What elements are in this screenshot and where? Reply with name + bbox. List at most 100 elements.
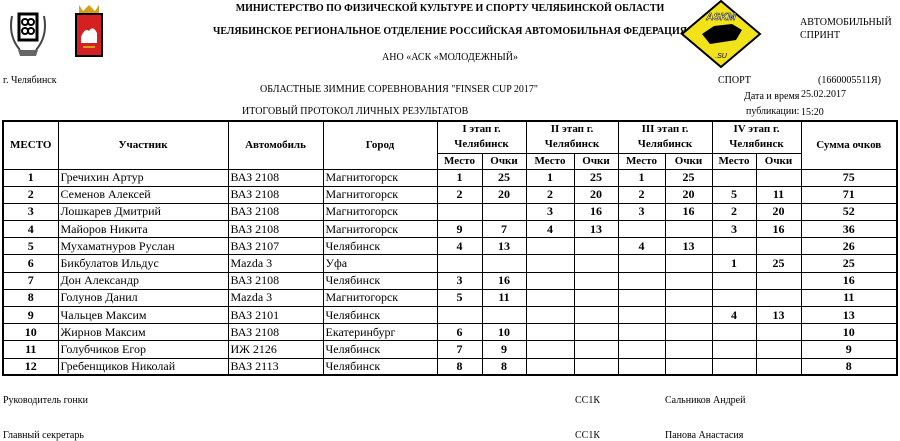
table-row: 7 Дон Александр ВАЗ 2108 Челябинск 3 16 16 [2,271,898,290]
stage-points-cell: 20 [664,185,713,204]
table-row: 4 Майоров Никита ВАЗ 2108 Магнитогорск 9 7 4 13… [2,220,898,239]
stage-points-cell [664,305,713,325]
header-participant: Участник [57,120,229,170]
askm-logo: ASKM .SU [680,0,762,69]
chelyabinsk-coat-of-arms [73,3,105,59]
header-stage-1: I этап г. Челябинск [436,120,527,154]
stage-points-cell: 13 [755,305,802,325]
place-cell: 7 [2,271,59,290]
table-row: 11 Голубчиков Егор ИЖ 2126 Челябинск 7 9 9 [2,340,898,359]
stage-place-cell [436,254,483,273]
footer-role: Руководитель гонки [3,395,88,406]
stage-place-cell: 5 [436,288,483,308]
stage-place-cell [617,305,666,325]
place-cell: 4 [2,220,59,239]
header-stage-2: II этап г. Челябинск [525,120,619,154]
participant-cell: Чальцев Максим [57,305,229,325]
total-cell: 10 [800,323,898,342]
city-cell: Магнитогорск [322,168,438,187]
table-row: 9 Чальцев Максим ВАЗ 2101 Челябинск 4 13 13 [2,305,898,325]
discipline-line1: АВТОМОБИЛЬНЫЙ [800,17,892,28]
stage-place-cell: 1 [711,254,757,273]
stage-points-cell [664,271,713,290]
car-cell: ВАЗ 2107 [227,237,324,256]
participant-cell: Гребенщиков Николай [57,357,229,376]
place-cell: 12 [2,357,59,376]
stage-place-cell [617,323,666,342]
stage-points-cell [481,305,527,325]
place-cell: 11 [2,340,59,359]
stage-place-cell: 8 [436,357,483,376]
stage-points-cell: 10 [481,323,527,342]
footer-role: Главный секретарь [3,430,84,441]
place-cell: 6 [2,254,59,273]
header-total: Сумма очков [800,120,898,170]
table-row: 10 Жирнов Максим ВАЗ 2108 Екатеринбург 6 10 10 [2,323,898,342]
city-label: г. Челябинск [3,75,57,86]
stage-points-cell: 8 [481,357,527,376]
stage-points-cell [664,340,713,359]
city-cell: Уфа [322,254,438,273]
stage-place-cell: 4 [617,237,666,256]
stage-points-cell [664,357,713,376]
stage-points-cell [573,323,619,342]
stage-place-cell: 1 [436,168,483,187]
stage-place-cell: 7 [436,340,483,359]
federation-title: ЧЕЛЯБИНСКОЕ РЕГИОНАЛЬНОЕ ОТДЕЛЕНИЕ РОССИ… [213,26,687,37]
ministry-title: МИНИСТЕРСТВО ПО ФИЗИЧЕСКОЙ КУЛЬТУРЕ И СП… [235,3,665,14]
stage-place-cell: 4 [711,305,757,325]
participant-cell: Майоров Никита [57,220,229,239]
stage-place-cell: 4 [525,220,575,239]
stage-points-cell [755,357,802,376]
stage-points-cell: 13 [573,220,619,239]
stage-points-cell: 25 [755,254,802,273]
subheader-points: Очки [573,152,619,170]
table-row: 6 Бикбулатов Ильдус Mazda 3 Уфа 1 25 25 [2,254,898,273]
protocol-title: ИТОГОВЫЙ ПРОТОКОЛ ЛИЧНЫХ РЕЗУЛЬТАТОВ [242,106,469,117]
results-table: МЕСТО Участник Автомобиль Город I этап г… [2,120,898,377]
table-row: 2 Семенов Алексей ВАЗ 2108 Магнитогорск 2 20 2… [2,185,898,204]
city-cell: Челябинск [322,357,438,376]
subheader-place: Место [711,152,757,170]
stage-points-cell [755,288,802,308]
place-cell: 8 [2,288,59,308]
stage-points-cell [664,323,713,342]
stage-place-cell: 3 [525,202,575,222]
total-cell: 16 [800,271,898,290]
car-cell: ВАЗ 2108 [227,271,324,290]
table-row: 12 Гребенщиков Николай ВАЗ 2113 Челябинск 8 8… [2,357,898,376]
ministry-logo [8,6,48,58]
participant-cell: Лошкарев Дмитрий [57,202,229,222]
stage-place-cell [711,271,757,290]
stage-place-cell [617,288,666,308]
table-row: 8 Голунов Данил Mazda 3 Магнитогорск 5 11 11 [2,288,898,308]
stage-place-cell [525,288,575,308]
stage-place-cell: 5 [711,185,757,204]
sport-code: (1660005511Я) [818,75,881,86]
subheader-points: Очки [664,152,713,170]
svg-text:.SU: .SU [715,53,728,60]
stage-place-cell [617,220,666,239]
city-cell: Челябинск [322,271,438,290]
stage-place-cell [617,340,666,359]
stage-place-cell [711,323,757,342]
header-stage-3: III этап г. Челябинск [617,120,713,154]
city-cell: Екатеринбург [322,323,438,342]
subheader-points: Очки [755,152,802,170]
subheader-place: Место [525,152,575,170]
stage-place-cell [525,323,575,342]
stage-place-cell [617,254,666,273]
publication-label: публикации: [746,106,800,117]
sport-label: СПОРТ [718,75,751,86]
footer-name: Панова Анастасия [665,430,744,441]
date-label: Дата и время [744,91,800,102]
stage-points-cell [481,254,527,273]
stage-points-cell: 13 [664,237,713,256]
header-stage-4: IV этап г. Челябинск [711,120,802,154]
stage-place-cell: 4 [436,237,483,256]
participant-cell: Голубчиков Егор [57,340,229,359]
city-cell: Челябинск [322,305,438,325]
stage-points-cell: 16 [755,220,802,239]
logo-text: ASKM [705,12,736,23]
place-cell: 2 [2,185,59,204]
